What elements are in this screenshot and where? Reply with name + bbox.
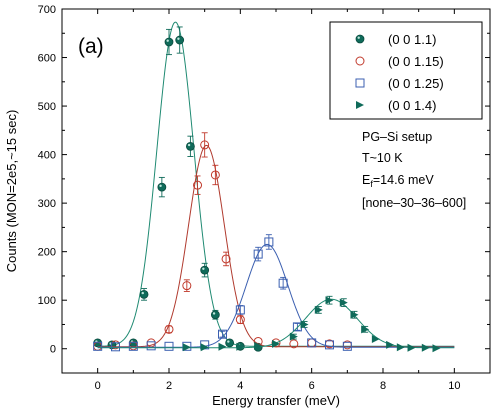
legend-marker: [356, 101, 364, 109]
data-point: [175, 35, 185, 45]
data-point-highlight: [177, 37, 180, 40]
data-point: [325, 296, 334, 305]
data-point-highlight: [202, 267, 205, 271]
x-tick-label: 8: [380, 380, 386, 392]
data-point: [157, 182, 167, 192]
y-axis-title: Counts (MON=2e5,~15 sec): [4, 110, 19, 273]
legend-marker: [355, 34, 365, 44]
x-tick-label: 4: [237, 380, 243, 392]
legend-label: (0 0 1.1): [388, 32, 436, 47]
data-point: [225, 338, 235, 348]
data-point: [185, 141, 195, 151]
data-point: [164, 37, 174, 47]
y-tick-label: 600: [38, 53, 56, 65]
y-tick-label: 0: [50, 344, 56, 356]
data-point: [253, 249, 263, 259]
annotation-ef-subscript: f: [370, 179, 373, 189]
y-tick-label: 100: [38, 295, 56, 307]
legend-marker: [355, 56, 365, 66]
data-point: [432, 344, 441, 353]
data-point: [272, 339, 280, 348]
legend-label: (0 0 1.15): [388, 54, 444, 69]
data-point: [235, 315, 245, 325]
legend-marker: [355, 78, 365, 88]
data-point: [289, 332, 298, 341]
data-point: [210, 170, 220, 180]
y-tick-label: 700: [38, 4, 56, 16]
data-point: [182, 281, 192, 291]
annotation-ef-symbol: E: [362, 173, 370, 187]
annotation-temperature: T~10 K: [362, 151, 403, 165]
annotation-setup: PG–Si setup: [362, 130, 432, 144]
data-point: [164, 341, 174, 351]
data-point: [278, 278, 288, 288]
data-point: [200, 140, 210, 150]
panel-label: (a): [78, 35, 104, 58]
data-point: [200, 343, 209, 352]
data-point: [164, 324, 174, 334]
data-point: [236, 342, 245, 351]
data-point: [396, 343, 405, 352]
annotation-final-energy: Ef=14.6 meV: [362, 173, 434, 189]
data-point: [339, 298, 348, 307]
data-point-highlight: [187, 143, 191, 147]
x-tick-label: 6: [309, 380, 315, 392]
legend: (0 0 1.1) (0 0 1.15) (0 0 1.25) (0 0 1.4): [329, 21, 483, 120]
legend-label: (0 0 1.25): [388, 76, 444, 91]
data-point: [111, 342, 120, 352]
x-tick-label: 10: [448, 380, 460, 392]
data-point: [314, 305, 323, 314]
data-point: [93, 341, 103, 351]
data-point: [342, 341, 352, 351]
data-point: [193, 180, 203, 190]
annotation-ef-value: =14.6 meV: [373, 173, 434, 187]
fit-curve: [97, 243, 455, 348]
legend-box: [329, 21, 483, 120]
y-tick-label: 300: [38, 198, 56, 210]
series-4: [97, 295, 455, 353]
data-point: [210, 310, 220, 320]
data-point: [200, 265, 210, 275]
fit-curve: [97, 298, 455, 349]
data-point: [182, 343, 191, 352]
data-point: [146, 338, 156, 348]
data-point-highlight: [141, 291, 144, 295]
data-point-highlight: [159, 184, 162, 188]
legend-marker-highlight: [357, 36, 360, 39]
x-axis-title: Energy transfer (meV): [212, 393, 340, 408]
annotation-collimation: [none–30–36–600]: [362, 196, 466, 210]
data-point: [146, 341, 156, 351]
data-point: [421, 343, 430, 352]
data-point: [254, 341, 263, 350]
plot-layer: [93, 21, 455, 353]
data-point: [350, 310, 359, 319]
data-point: [221, 254, 231, 264]
data-point: [407, 343, 416, 352]
data-point-highlight: [227, 340, 230, 343]
data-point: [325, 340, 334, 350]
data-point: [371, 335, 380, 344]
y-tick-label: 200: [38, 247, 56, 259]
data-point: [218, 329, 227, 339]
data-point: [361, 325, 370, 334]
data-point: [235, 305, 245, 315]
data-point: [218, 342, 227, 351]
data-point-highlight: [212, 312, 216, 315]
legend-label: (0 0 1.4): [388, 98, 436, 113]
data-point: [300, 320, 309, 329]
annotation-block: PG–Si setup T~10 K Ef=14.6 meV [none–30–…: [362, 130, 466, 210]
data-point: [264, 237, 274, 247]
data-point: [307, 338, 317, 348]
data-point: [386, 340, 395, 349]
x-tick-label: 2: [166, 380, 172, 392]
data-point: [139, 289, 149, 299]
data-point: [128, 341, 138, 351]
y-tick-label: 400: [38, 150, 56, 162]
data-point: [289, 339, 299, 349]
x-tick-label: 0: [95, 380, 101, 392]
y-tick-label: 500: [38, 101, 56, 113]
data-point-highlight: [166, 39, 169, 42]
